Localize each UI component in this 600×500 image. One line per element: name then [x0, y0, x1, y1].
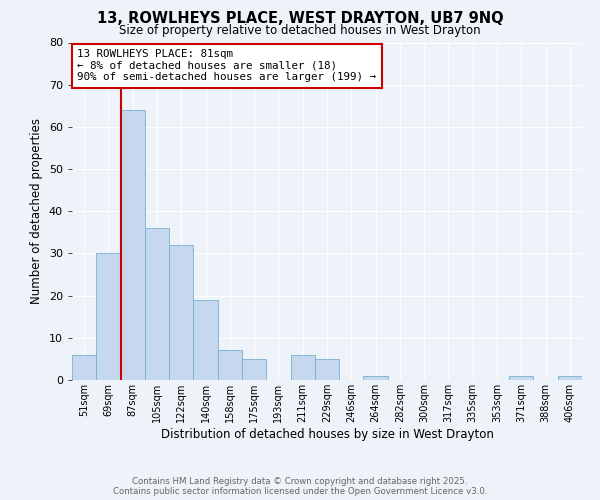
Bar	[193, 300, 218, 380]
Bar	[558, 376, 582, 380]
Text: Contains HM Land Registry data © Crown copyright and database right 2025.
Contai: Contains HM Land Registry data © Crown c…	[113, 476, 487, 496]
Bar	[315, 359, 339, 380]
Bar	[145, 228, 169, 380]
Bar	[364, 376, 388, 380]
Bar	[242, 359, 266, 380]
Text: Size of property relative to detached houses in West Drayton: Size of property relative to detached ho…	[119, 24, 481, 37]
Text: 13 ROWLHEYS PLACE: 81sqm
← 8% of detached houses are smaller (18)
90% of semi-de: 13 ROWLHEYS PLACE: 81sqm ← 8% of detache…	[77, 50, 376, 82]
Bar	[509, 376, 533, 380]
Bar	[290, 354, 315, 380]
Bar	[96, 254, 121, 380]
Y-axis label: Number of detached properties: Number of detached properties	[30, 118, 43, 304]
Bar	[72, 354, 96, 380]
Text: 13, ROWLHEYS PLACE, WEST DRAYTON, UB7 9NQ: 13, ROWLHEYS PLACE, WEST DRAYTON, UB7 9N…	[97, 11, 503, 26]
X-axis label: Distribution of detached houses by size in West Drayton: Distribution of detached houses by size …	[161, 428, 493, 440]
Bar	[121, 110, 145, 380]
Bar	[169, 245, 193, 380]
Bar	[218, 350, 242, 380]
